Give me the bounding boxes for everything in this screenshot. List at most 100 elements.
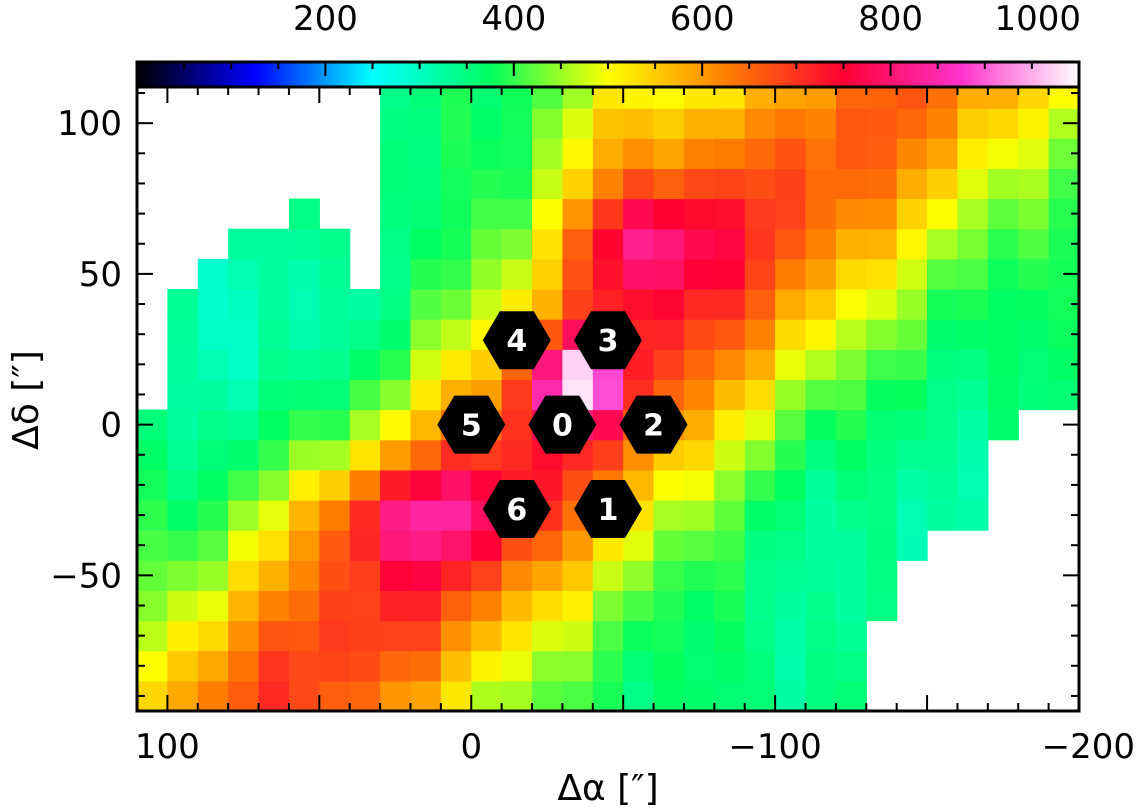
heatmap-cell	[440, 138, 472, 169]
heatmap-cell	[501, 680, 533, 711]
heatmap-cell	[927, 168, 959, 200]
heatmap-cell	[835, 379, 867, 411]
heatmap-cell	[471, 680, 503, 711]
heatmap-cell	[683, 530, 715, 561]
heatmap-cell	[805, 168, 837, 200]
heatmap-cell	[835, 349, 867, 380]
heatmap-cell	[957, 138, 989, 169]
heatmap-cell	[896, 319, 928, 350]
heatmap-cell	[714, 168, 746, 200]
heatmap-cell	[167, 349, 199, 380]
heatmap-cell	[714, 138, 746, 169]
heatmap-cell	[410, 650, 442, 682]
heatmap-cell	[623, 258, 655, 290]
heatmap-cell	[592, 409, 624, 441]
heatmap-cell	[380, 530, 412, 561]
heatmap-cell	[288, 530, 320, 561]
heatmap-cell	[197, 469, 229, 501]
heatmap-cell	[197, 650, 229, 682]
heatmap-cell	[167, 620, 199, 652]
heatmap-cell	[471, 560, 503, 592]
heatmap-cell	[683, 349, 715, 380]
heatmap-cell	[653, 198, 685, 230]
heatmap-cell	[775, 379, 807, 411]
heatmap-cell	[562, 228, 594, 260]
heatmap-cell	[805, 650, 837, 682]
heatmap-cell	[714, 258, 746, 290]
heatmap-cell	[714, 680, 746, 711]
heatmap-cell	[714, 530, 746, 561]
heatmap-cell	[380, 87, 412, 109]
heatmap-cell	[562, 108, 594, 139]
heatmap-cell	[805, 379, 837, 411]
heatmap-cell	[592, 258, 624, 290]
marker-hexagon	[574, 311, 642, 370]
heatmap-cell	[532, 168, 564, 200]
heatmap-cell	[866, 379, 898, 411]
heatmap-cell	[714, 560, 746, 592]
heatmap-cell	[349, 349, 381, 380]
heatmap-cell	[197, 258, 229, 290]
heatmap-cell	[957, 439, 989, 471]
heatmap-cell	[623, 650, 655, 682]
heatmap-cell	[197, 319, 229, 350]
heatmap-cell	[288, 650, 320, 682]
heatmap-cell	[866, 87, 898, 109]
heatmap-cell	[835, 138, 867, 169]
heatmap-cell	[258, 228, 290, 260]
heatmap-cell	[197, 560, 229, 592]
heatmap-cell	[957, 198, 989, 230]
heatmap-cell	[532, 650, 564, 682]
heatmap-cell	[349, 409, 381, 441]
heatmap-cell	[258, 650, 290, 682]
heatmap-cell	[683, 680, 715, 711]
heatmap-cell	[440, 560, 472, 592]
heatmap-cell	[957, 228, 989, 260]
heatmap-cell	[896, 138, 928, 169]
heatmap-cell	[987, 168, 1019, 200]
heatmap-cell	[228, 379, 260, 411]
heatmap-cell	[1018, 228, 1050, 260]
heatmap-cell	[805, 590, 837, 622]
heatmap-cell	[319, 349, 351, 380]
heatmap-cell	[835, 258, 867, 290]
heatmap-cell	[410, 349, 442, 380]
heatmap-cell	[258, 560, 290, 592]
heatmap-cell	[167, 680, 199, 711]
heatmap-cell	[197, 530, 229, 561]
heatmap-cell	[653, 168, 685, 200]
heatmap-cell	[896, 409, 928, 441]
heatmap-cell	[896, 439, 928, 471]
heatmap-cell	[623, 168, 655, 200]
heatmap-cell	[562, 560, 594, 592]
heatmap-cell	[471, 168, 503, 200]
marker-hexagon	[528, 395, 597, 454]
heatmap-cell	[835, 499, 867, 531]
heatmap-cell	[987, 319, 1019, 350]
heatmap-cell	[866, 469, 898, 501]
heatmap-cell	[805, 108, 837, 139]
heatmap-cell	[987, 108, 1019, 139]
heatmap-cell	[410, 379, 442, 411]
heatmap-cell	[987, 228, 1019, 260]
heatmap-cell	[319, 379, 351, 411]
heatmap-cell	[744, 198, 776, 230]
heatmap-cell	[288, 379, 320, 411]
heatmap-cell	[410, 108, 442, 139]
colorbar-tick-label: 400	[481, 0, 546, 39]
heatmap-cell	[805, 620, 837, 652]
heatmap-cell	[440, 288, 472, 320]
heatmap-cell	[592, 108, 624, 139]
heatmap-cell	[927, 409, 959, 441]
heatmap-cell	[835, 560, 867, 592]
heatmap-cell	[927, 349, 959, 380]
heatmap-cell	[501, 590, 533, 622]
heatmap-cell	[805, 680, 837, 711]
heatmap-cell	[440, 258, 472, 290]
heatmap-cell	[896, 198, 928, 230]
heatmap-cell	[258, 469, 290, 501]
heatmap-cell	[623, 680, 655, 711]
heatmap-cell	[775, 530, 807, 561]
heatmap-cell	[380, 409, 412, 441]
heatmap-cell	[167, 560, 199, 592]
